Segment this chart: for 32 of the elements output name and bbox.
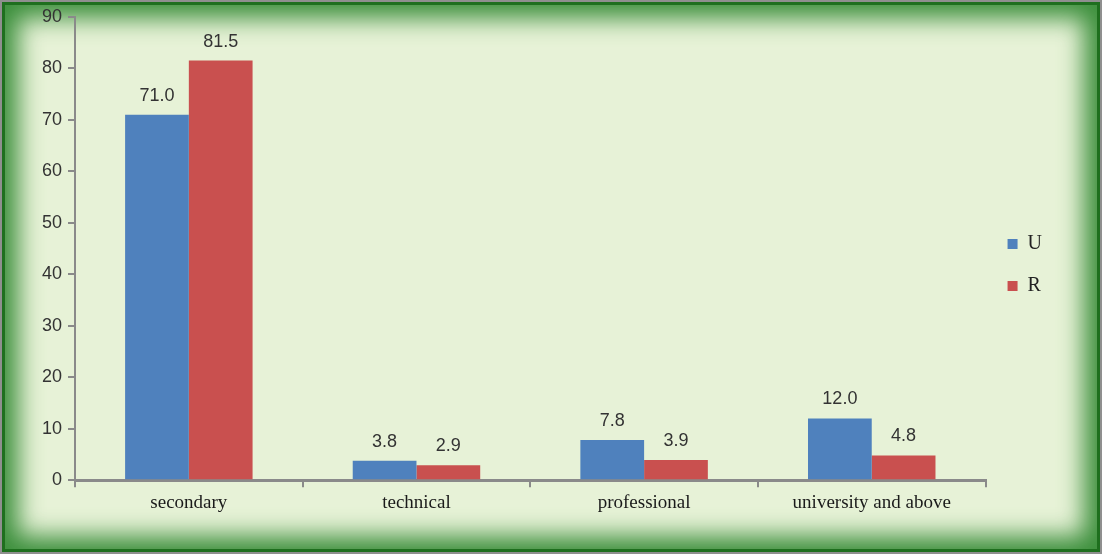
data-label: 12.0	[822, 388, 858, 409]
x-tick-label: secondary	[150, 490, 228, 512]
y-tick-label: 10	[41, 417, 63, 438]
bar	[352, 460, 417, 480]
bar	[644, 460, 708, 480]
y-tick-label: 70	[41, 108, 63, 129]
bar	[188, 60, 253, 480]
x-tick-label: professional	[597, 490, 691, 512]
y-tick-label: 40	[41, 263, 63, 284]
y-tick-label: 60	[41, 160, 63, 181]
bar	[808, 418, 872, 480]
y-tick-label: 50	[41, 211, 63, 232]
data-label: 4.8	[891, 425, 917, 446]
y-tick-label: 90	[41, 5, 63, 26]
bar	[416, 465, 481, 480]
data-label: 2.9	[435, 435, 461, 456]
data-label: 81.5	[203, 30, 239, 51]
legend-label: R	[1027, 273, 1042, 296]
bar	[125, 114, 189, 480]
legend-label: U	[1027, 231, 1043, 254]
data-label: 3.8	[372, 430, 398, 451]
y-tick-label: 20	[41, 366, 63, 387]
y-tick-label: 0	[52, 469, 63, 490]
x-tick-label: technical	[382, 490, 451, 512]
data-label: 71.0	[139, 84, 175, 105]
data-label: 7.8	[599, 410, 625, 431]
bar	[871, 455, 936, 480]
y-tick-label: 80	[41, 57, 63, 78]
data-label: 3.9	[663, 430, 689, 451]
bar	[580, 440, 645, 480]
x-tick-label: university and above	[792, 490, 951, 512]
y-tick-label: 30	[41, 314, 63, 335]
